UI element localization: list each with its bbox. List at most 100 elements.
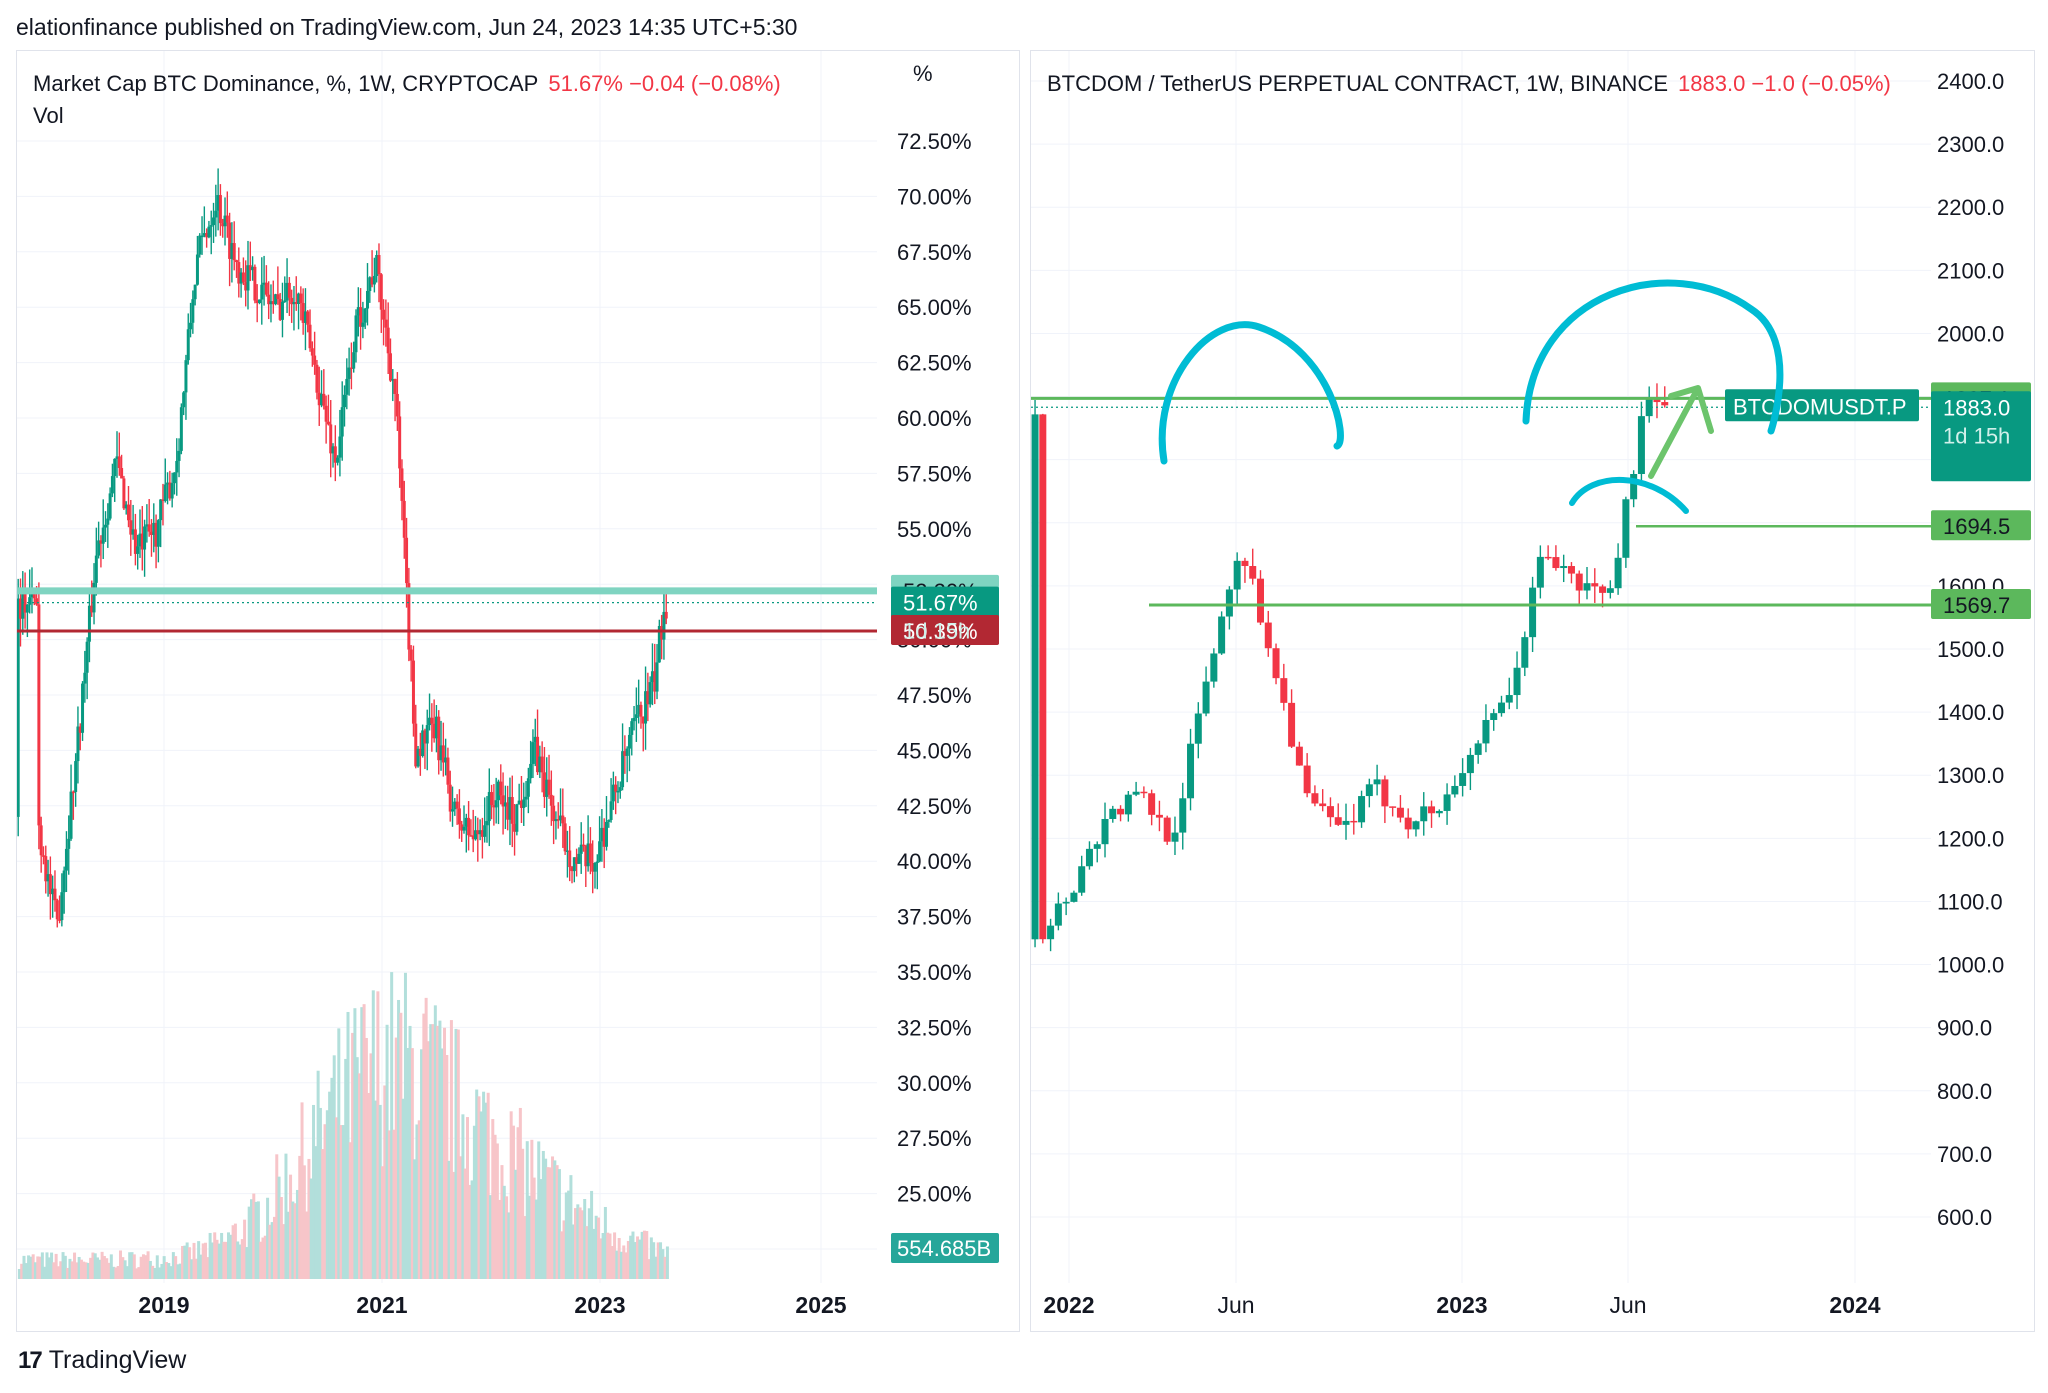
candle-body	[202, 233, 206, 236]
y-tick-label: 1500.0	[1937, 637, 2004, 662]
candle-body	[538, 756, 542, 773]
candle-body	[1653, 398, 1661, 403]
volume-bar	[243, 1219, 247, 1279]
candle-body	[1435, 810, 1443, 814]
btcdom-perp-chart-panel[interactable]: 2400.02300.02200.02100.02000.01900.01800…	[1030, 50, 2035, 1332]
candle-body	[616, 790, 620, 793]
candle-body	[483, 825, 487, 837]
volume-bar	[330, 1077, 334, 1279]
candle-body	[193, 284, 197, 300]
candle-body	[467, 817, 471, 836]
countdown-label: 1d 15h	[903, 619, 970, 644]
volume-bar	[50, 1252, 54, 1279]
candle-body	[660, 626, 664, 640]
btc-dominance-chart-panel[interactable]: 72.50% 70.00% 67.50% 65.00% 62.50% 60.00% 57.5…	[16, 50, 1020, 1332]
volume-bar	[500, 1165, 504, 1279]
candle-body	[1202, 681, 1210, 714]
candle-body	[1521, 637, 1529, 668]
volume-bar	[282, 1224, 286, 1279]
candle-body	[386, 327, 390, 354]
candle-body	[172, 472, 176, 484]
btcdom-perp-chart[interactable]: 2400.02300.02200.02100.02000.01900.01800…	[1031, 51, 2034, 1331]
candle-body	[104, 524, 108, 528]
candle-body	[159, 499, 163, 521]
candle-body	[375, 255, 379, 276]
candle-body	[1117, 808, 1125, 815]
volume-bar	[174, 1256, 178, 1279]
volume-bar	[502, 1185, 506, 1279]
tradingview-footer[interactable]: 17 TradingView	[18, 1346, 186, 1375]
candle-body	[101, 527, 105, 544]
candle-body	[23, 590, 27, 613]
publisher-header: elationfinance published on TradingView.…	[16, 14, 798, 40]
candle-body	[87, 605, 91, 642]
volume-bar	[353, 1008, 357, 1279]
volume-label: Vol	[33, 103, 64, 128]
volume-bar	[86, 1262, 90, 1279]
candle-body	[591, 863, 595, 872]
candle-body	[634, 714, 638, 718]
candle-body	[437, 716, 441, 761]
candle-body	[92, 582, 96, 613]
candle-body	[501, 795, 505, 807]
x-tick-label: 2021	[356, 1292, 407, 1318]
volume-bar	[312, 1104, 316, 1279]
y-tick-label: 62.50%	[897, 351, 972, 376]
hand-drawn-arc	[1522, 279, 1784, 435]
volume-bar	[116, 1265, 120, 1279]
candle-body	[1101, 818, 1109, 845]
y-tick-label: 700.0	[1937, 1142, 1992, 1167]
candle-body	[253, 266, 257, 301]
candle-body	[223, 215, 227, 227]
candle-body	[25, 604, 29, 613]
volume-bar	[316, 1070, 320, 1279]
volume-bar	[151, 1265, 155, 1279]
btc-dominance-chart[interactable]: 72.50% 70.00% 67.50% 65.00% 62.50% 60.00% 57.5…	[17, 51, 1019, 1331]
volume-bar	[348, 1142, 352, 1279]
axis-unit-label: %	[913, 61, 933, 86]
volume-bar	[654, 1256, 658, 1279]
candle-body	[664, 611, 668, 619]
volume-bar	[339, 1125, 343, 1279]
volume-bar	[511, 1125, 515, 1279]
volume-bar	[128, 1252, 132, 1279]
candle-body	[365, 291, 369, 309]
volume-bar	[249, 1199, 253, 1279]
volume-bar	[73, 1252, 77, 1279]
candle-body	[44, 856, 48, 882]
volume-bar	[615, 1250, 619, 1279]
candle-body	[262, 282, 266, 285]
volume-bar	[387, 1130, 391, 1279]
volume-bar	[105, 1258, 109, 1279]
candle-body	[317, 392, 321, 406]
volume-bar	[560, 1231, 564, 1279]
candle-body	[131, 529, 135, 535]
candle-body	[1303, 765, 1311, 794]
volume-bar	[40, 1252, 44, 1279]
volume-bar	[656, 1242, 660, 1279]
candle-body	[382, 309, 386, 320]
candle-body	[182, 392, 186, 408]
candle-body	[189, 322, 193, 330]
candle-body	[370, 277, 374, 285]
y-tick-label: 1400.0	[1937, 700, 2004, 725]
candle-body	[216, 195, 220, 211]
candle-body	[306, 311, 310, 325]
chart-quote: 1883.0 −1.0 (−0.05%)	[1678, 71, 1891, 96]
volume-bar	[555, 1165, 559, 1279]
candle-body	[276, 294, 280, 300]
candle-body	[177, 450, 181, 461]
candle-body	[352, 352, 356, 369]
candle-body	[588, 843, 592, 864]
candle-body	[290, 297, 294, 305]
candle-body	[627, 734, 631, 749]
candle-body	[586, 843, 590, 867]
volume-bar	[139, 1256, 143, 1279]
volume-bar	[153, 1268, 157, 1279]
y-tick-label: 42.50%	[897, 794, 972, 819]
candle-body	[657, 626, 661, 663]
hand-drawn-arrow	[1648, 385, 1714, 479]
tradingview-logo-icon: 17	[18, 1346, 43, 1374]
candle-body	[138, 533, 142, 547]
y-tick-label: 27.50%	[897, 1126, 972, 1151]
